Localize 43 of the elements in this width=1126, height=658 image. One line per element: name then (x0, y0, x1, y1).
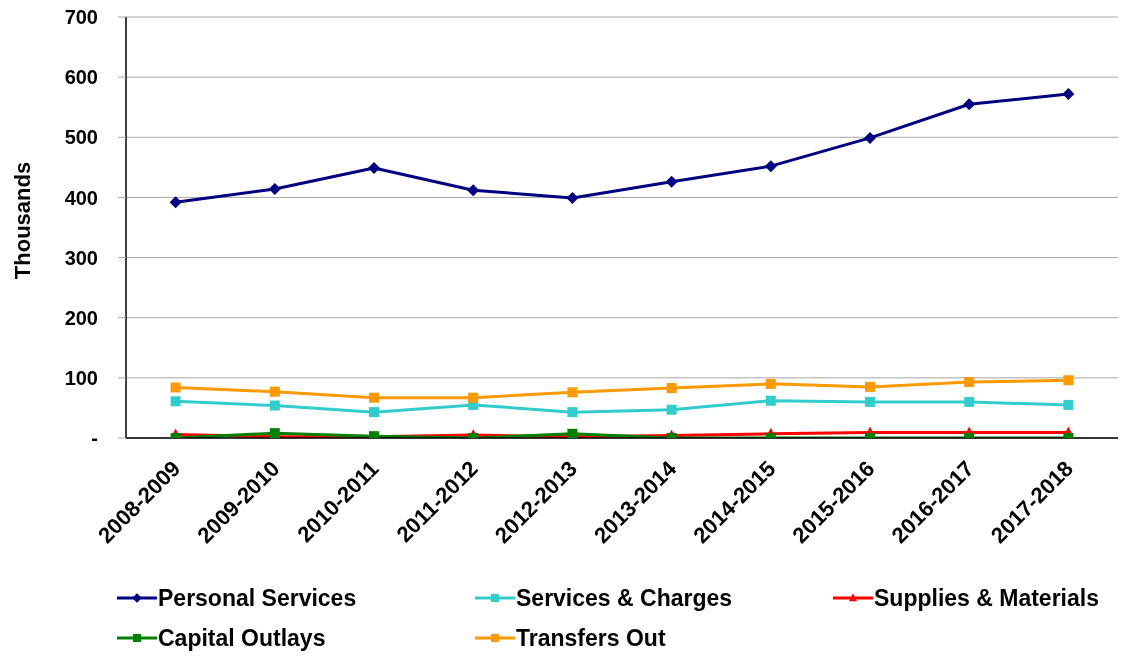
point (1063, 375, 1074, 386)
point (369, 392, 379, 403)
point (765, 395, 776, 406)
legend-label: Services & Charges (516, 584, 733, 612)
point (170, 396, 181, 407)
y-tick-label: 500 (64, 126, 98, 149)
point (566, 192, 579, 205)
point (964, 396, 975, 407)
point (1062, 87, 1075, 100)
point (665, 175, 678, 188)
point (368, 161, 380, 174)
point (169, 196, 182, 209)
y-tick-label: 200 (64, 306, 98, 329)
point (963, 98, 976, 111)
y-axis-title: Thousands (9, 161, 35, 280)
y-tick-label: 300 (64, 246, 98, 269)
point (269, 386, 280, 397)
point (467, 184, 480, 197)
point (567, 387, 578, 398)
point (468, 392, 479, 403)
point (1063, 399, 1074, 410)
point (865, 396, 875, 407)
legend-label: Supplies & Materials (874, 584, 1099, 612)
y-tick-label: 600 (64, 66, 98, 89)
legend-label: Transfers Out (516, 624, 666, 652)
point (170, 382, 181, 393)
point (964, 377, 975, 388)
legend-label: Personal Services (158, 584, 357, 612)
point (666, 404, 677, 415)
point (764, 160, 777, 173)
y-tick-label: 100 (64, 366, 98, 389)
point (268, 183, 281, 196)
legend-label: Capital Outlays (158, 624, 326, 652)
point (369, 407, 379, 418)
point (765, 378, 776, 389)
point (269, 400, 280, 411)
y-tick-label: - (91, 427, 98, 450)
y-tick-label: 400 (64, 186, 98, 209)
point (864, 131, 876, 144)
point (567, 407, 578, 418)
point (865, 381, 875, 392)
y-tick-label: 700 (64, 6, 98, 29)
point (666, 383, 677, 394)
